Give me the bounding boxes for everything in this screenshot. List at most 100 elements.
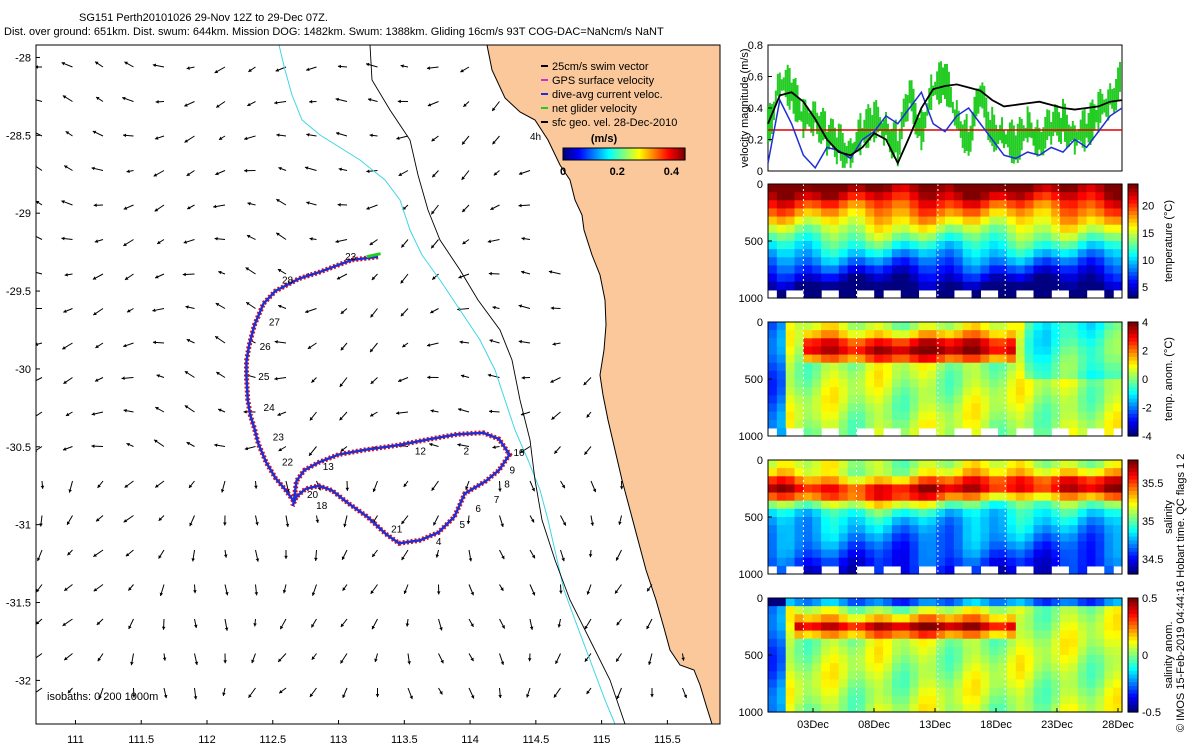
section-cell (785, 379, 796, 388)
velocity-vector-head (124, 484, 129, 488)
section-cell (1051, 638, 1061, 648)
section-cell (874, 687, 884, 697)
section-cell (785, 395, 796, 405)
section-cell (785, 549, 796, 559)
section-cell (936, 208, 946, 218)
section-cell (1095, 184, 1105, 193)
section-cell (900, 557, 911, 567)
velocity-vector-head (488, 271, 492, 276)
section-cell (1060, 655, 1070, 664)
section-cell (918, 257, 928, 267)
section-cell (1033, 460, 1043, 469)
section-cell (883, 403, 893, 413)
isobath-200m (369, 45, 626, 724)
colorbar-cell (1128, 356, 1138, 361)
section-cell (918, 281, 928, 291)
section-cell (945, 492, 955, 502)
section-cell (874, 460, 884, 469)
section-cell (1006, 671, 1017, 681)
section-cell (1113, 379, 1123, 388)
colorbar-cell (1128, 617, 1138, 622)
section-cell (900, 265, 911, 275)
section-cell (989, 655, 999, 664)
colorbar-cell (1128, 398, 1138, 403)
section-cell (1060, 703, 1070, 713)
section-cell (768, 184, 778, 193)
section-cell (1095, 216, 1105, 226)
section-cell (874, 224, 884, 234)
section-cell (1077, 476, 1088, 486)
velocity-vector-head (401, 520, 405, 525)
section-cell (829, 379, 840, 388)
velocity-vector-head (616, 658, 620, 662)
colorbar-cell (1128, 325, 1138, 331)
section-cell (989, 281, 999, 291)
section-cell (1113, 419, 1123, 429)
section-cell (1033, 508, 1043, 518)
velocity-vector-head (338, 167, 342, 172)
map-xtick-label: 112.5 (259, 734, 286, 746)
section-cell (1113, 598, 1123, 607)
velocity-vector-head (520, 449, 524, 453)
section-cell (856, 330, 866, 339)
section-cell (776, 387, 787, 396)
velocity-vector-head (254, 485, 258, 489)
section-cell (1113, 200, 1123, 210)
section-cell (874, 370, 884, 380)
velocity-vector-head (370, 413, 374, 417)
section-cell (847, 695, 858, 705)
section-cell (794, 232, 804, 242)
section-cell (1006, 663, 1017, 672)
colorbar-cell (1128, 191, 1138, 196)
section-cell (821, 184, 831, 193)
velocity-vector-head (152, 340, 157, 345)
section-cell (1051, 679, 1061, 689)
section-cell (768, 614, 778, 624)
section-cell (945, 184, 955, 193)
map-xtick-label: 114.5 (522, 734, 549, 746)
velocity-vector-head (429, 442, 433, 447)
section-cell (1095, 606, 1105, 615)
section-cell (865, 533, 875, 543)
section-cell (900, 427, 911, 437)
section-cell (962, 533, 973, 543)
section-cell (1015, 354, 1026, 364)
section-cell (847, 346, 858, 356)
velocity-vector-head (94, 239, 99, 243)
section-cell (1077, 241, 1088, 250)
colorbar-cell (1128, 218, 1138, 223)
section-cell (865, 403, 875, 413)
section-cell (794, 630, 804, 640)
colorbar-cell (1128, 696, 1138, 702)
velocity-vector-head (63, 380, 67, 384)
section-cell (953, 362, 964, 372)
section-cell (794, 354, 804, 364)
section-cell (1042, 346, 1052, 356)
colorbar-cell (1128, 524, 1138, 529)
colorbar-tick-label: 0.4 (664, 166, 680, 178)
section-cell (1006, 695, 1017, 705)
section-cell (998, 273, 1008, 283)
velocity-vector-head (64, 587, 68, 591)
section-cell (962, 598, 973, 607)
section-cell (803, 289, 813, 299)
section-cell (1006, 614, 1017, 624)
section-cell (900, 525, 911, 534)
section-cell (962, 517, 973, 526)
section-cell (900, 379, 911, 388)
section-cell (945, 322, 955, 331)
section-cell (874, 395, 884, 405)
velocity-vector-head (531, 554, 535, 559)
section-cell (909, 232, 920, 242)
section-cell (971, 338, 981, 348)
section-cell (1051, 379, 1061, 388)
section-cell (776, 346, 787, 356)
section-cell (1095, 695, 1105, 705)
section-cell (900, 646, 911, 656)
panel-ytick-label: 500 (745, 236, 763, 248)
velocity-vector-head (163, 694, 168, 699)
section-cell (803, 460, 813, 469)
section-cell (1042, 679, 1052, 689)
section-cell (1042, 695, 1052, 705)
section-cell (776, 606, 787, 615)
